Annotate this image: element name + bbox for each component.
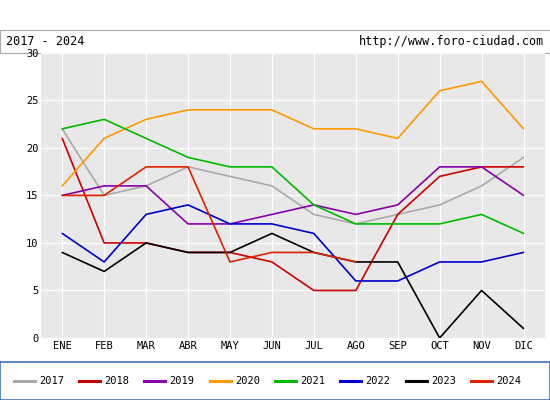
Text: 2021: 2021 <box>300 376 325 386</box>
Text: 2022: 2022 <box>366 376 390 386</box>
Text: 2017: 2017 <box>39 376 64 386</box>
Text: 2023: 2023 <box>431 376 456 386</box>
Text: Evolucion del paro registrado en Torrijo del Campo: Evolucion del paro registrado en Torrijo… <box>56 8 494 22</box>
Text: 2019: 2019 <box>169 376 195 386</box>
Text: 2018: 2018 <box>104 376 129 386</box>
Text: http://www.foro-ciudad.com: http://www.foro-ciudad.com <box>359 35 544 48</box>
Text: 2020: 2020 <box>235 376 260 386</box>
Text: 2017 - 2024: 2017 - 2024 <box>6 35 84 48</box>
Text: 2024: 2024 <box>496 376 521 386</box>
